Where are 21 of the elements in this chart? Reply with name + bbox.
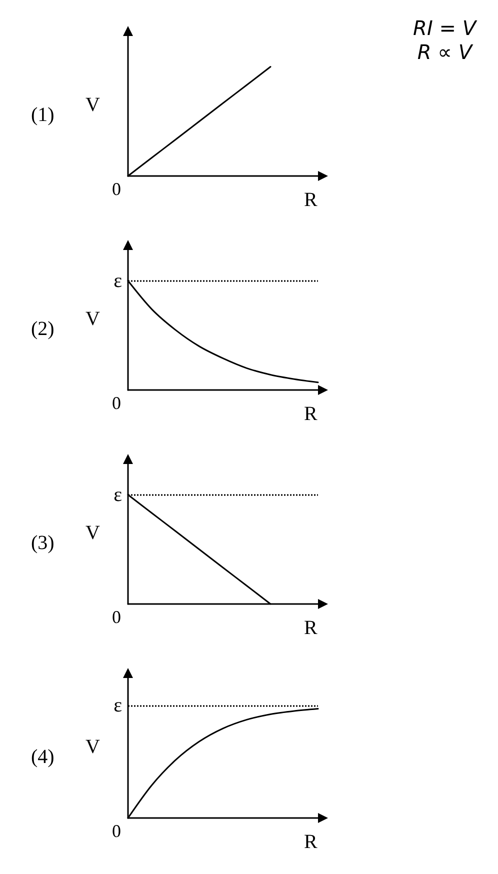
ref-line-label: ε [114,484,122,506]
text: 0 [112,179,121,199]
text: (2) [31,318,54,340]
x-axis-title: R [304,617,318,639]
text: 0 [112,607,121,627]
y-axis-title: V [86,308,101,330]
y-axis-title: V [86,522,101,544]
ref-line-label: ε [114,694,122,716]
x-axis-title: R [304,189,318,211]
x-axis-title: R [304,403,318,425]
text: RI = V [413,16,478,40]
ref-line-label: ε [114,270,122,292]
y-axis-title: V [86,94,101,116]
y-axis-title: V [86,736,101,758]
x-axis-title: R [304,831,318,853]
text: 0 [112,393,121,413]
text: (1) [31,104,54,126]
text: 0 [112,821,121,841]
text: R ∝ V [417,40,474,64]
text: (4) [31,746,54,768]
text: (3) [31,532,54,554]
